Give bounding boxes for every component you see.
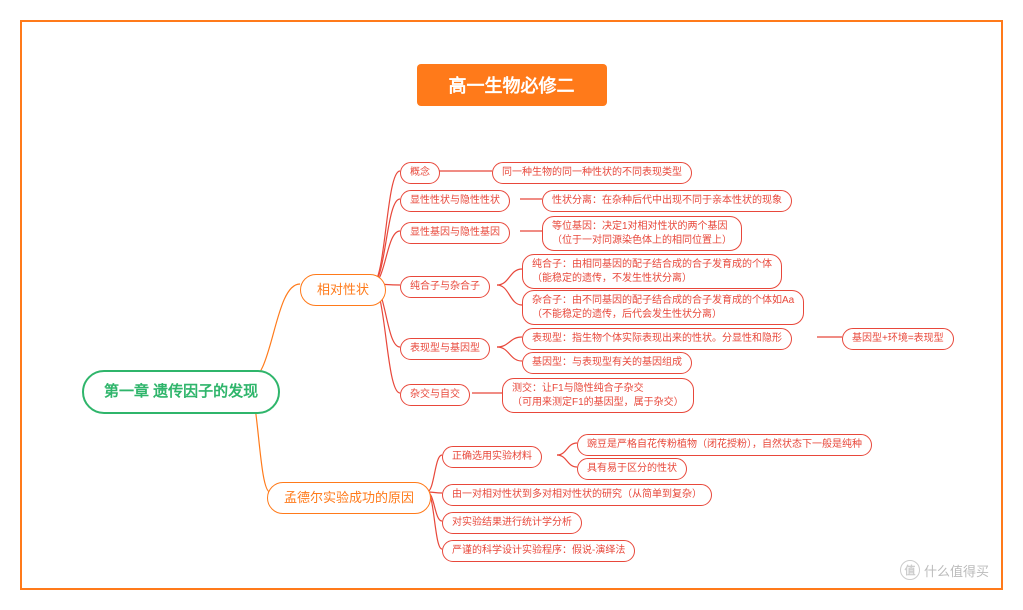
leaf-node: 纯合子：由相同基因的配子结合成的合子发育成的个体（能稳定的遗传，不发生性状分离）: [522, 254, 782, 289]
branch-node: 孟德尔实验成功的原因: [267, 482, 431, 514]
watermark: 值 什么值得买: [900, 560, 989, 580]
leaf-node: 豌豆是严格自花传粉植物（闭花授粉），自然状态下一般是纯种: [577, 434, 872, 456]
leaf-node: 由一对相对性状到多对相对性状的研究（从简单到复杂）: [442, 484, 712, 506]
leaf-node: 表现型：指生物个体实际表现出来的性状。分显性和隐形: [522, 328, 792, 350]
branch-node: 相对性状: [300, 274, 386, 306]
leaf-node: 显性性状与隐性性状: [400, 190, 510, 212]
leaf-node: 表现型与基因型: [400, 338, 490, 360]
leaf-node: 概念: [400, 162, 440, 184]
leaf-node: 基因型：与表现型有关的基因组成: [522, 352, 692, 374]
leaf-node: 杂合子：由不同基因的配子结合成的合子发育成的个体如Aa（不能稳定的遗传，后代会发…: [522, 290, 804, 325]
leaf-node: 测交：让F1与隐性纯合子杂交（可用来测定F1的基因型，属于杂交）: [502, 378, 694, 413]
leaf-node: 性状分离：在杂种后代中出现不同于亲本性状的现象: [542, 190, 792, 212]
leaf-node: 等位基因：决定1对相对性状的两个基因（位于一对同源染色体上的相同位置上）: [542, 216, 742, 251]
leaf-node: 同一种生物的同一种性状的不同表现类型: [492, 162, 692, 184]
leaf-node: 纯合子与杂合子: [400, 276, 490, 298]
leaf-node: 对实验结果进行统计学分析: [442, 512, 582, 534]
leaf-node: 严谨的科学设计实验程序：假说-演绎法: [442, 540, 635, 562]
leaf-node: 具有易于区分的性状: [577, 458, 687, 480]
leaf-node: 正确选用实验材料: [442, 446, 542, 468]
leaf-node: 杂交与自交: [400, 384, 470, 406]
watermark-text: 什么值得买: [924, 561, 989, 580]
watermark-logo-icon: 值: [900, 560, 920, 580]
mindmap-frame: 高一生物必修二 第一章 遗传因子的发现 相对性状孟德尔实验成功的原因 概念 同一种生物…: [20, 20, 1003, 590]
leaf-node: 基因型+环境=表现型: [842, 328, 954, 350]
title-banner: 高一生物必修二: [417, 64, 607, 106]
root-node: 第一章 遗传因子的发现: [82, 370, 280, 414]
leaf-node: 显性基因与隐性基因: [400, 222, 510, 244]
